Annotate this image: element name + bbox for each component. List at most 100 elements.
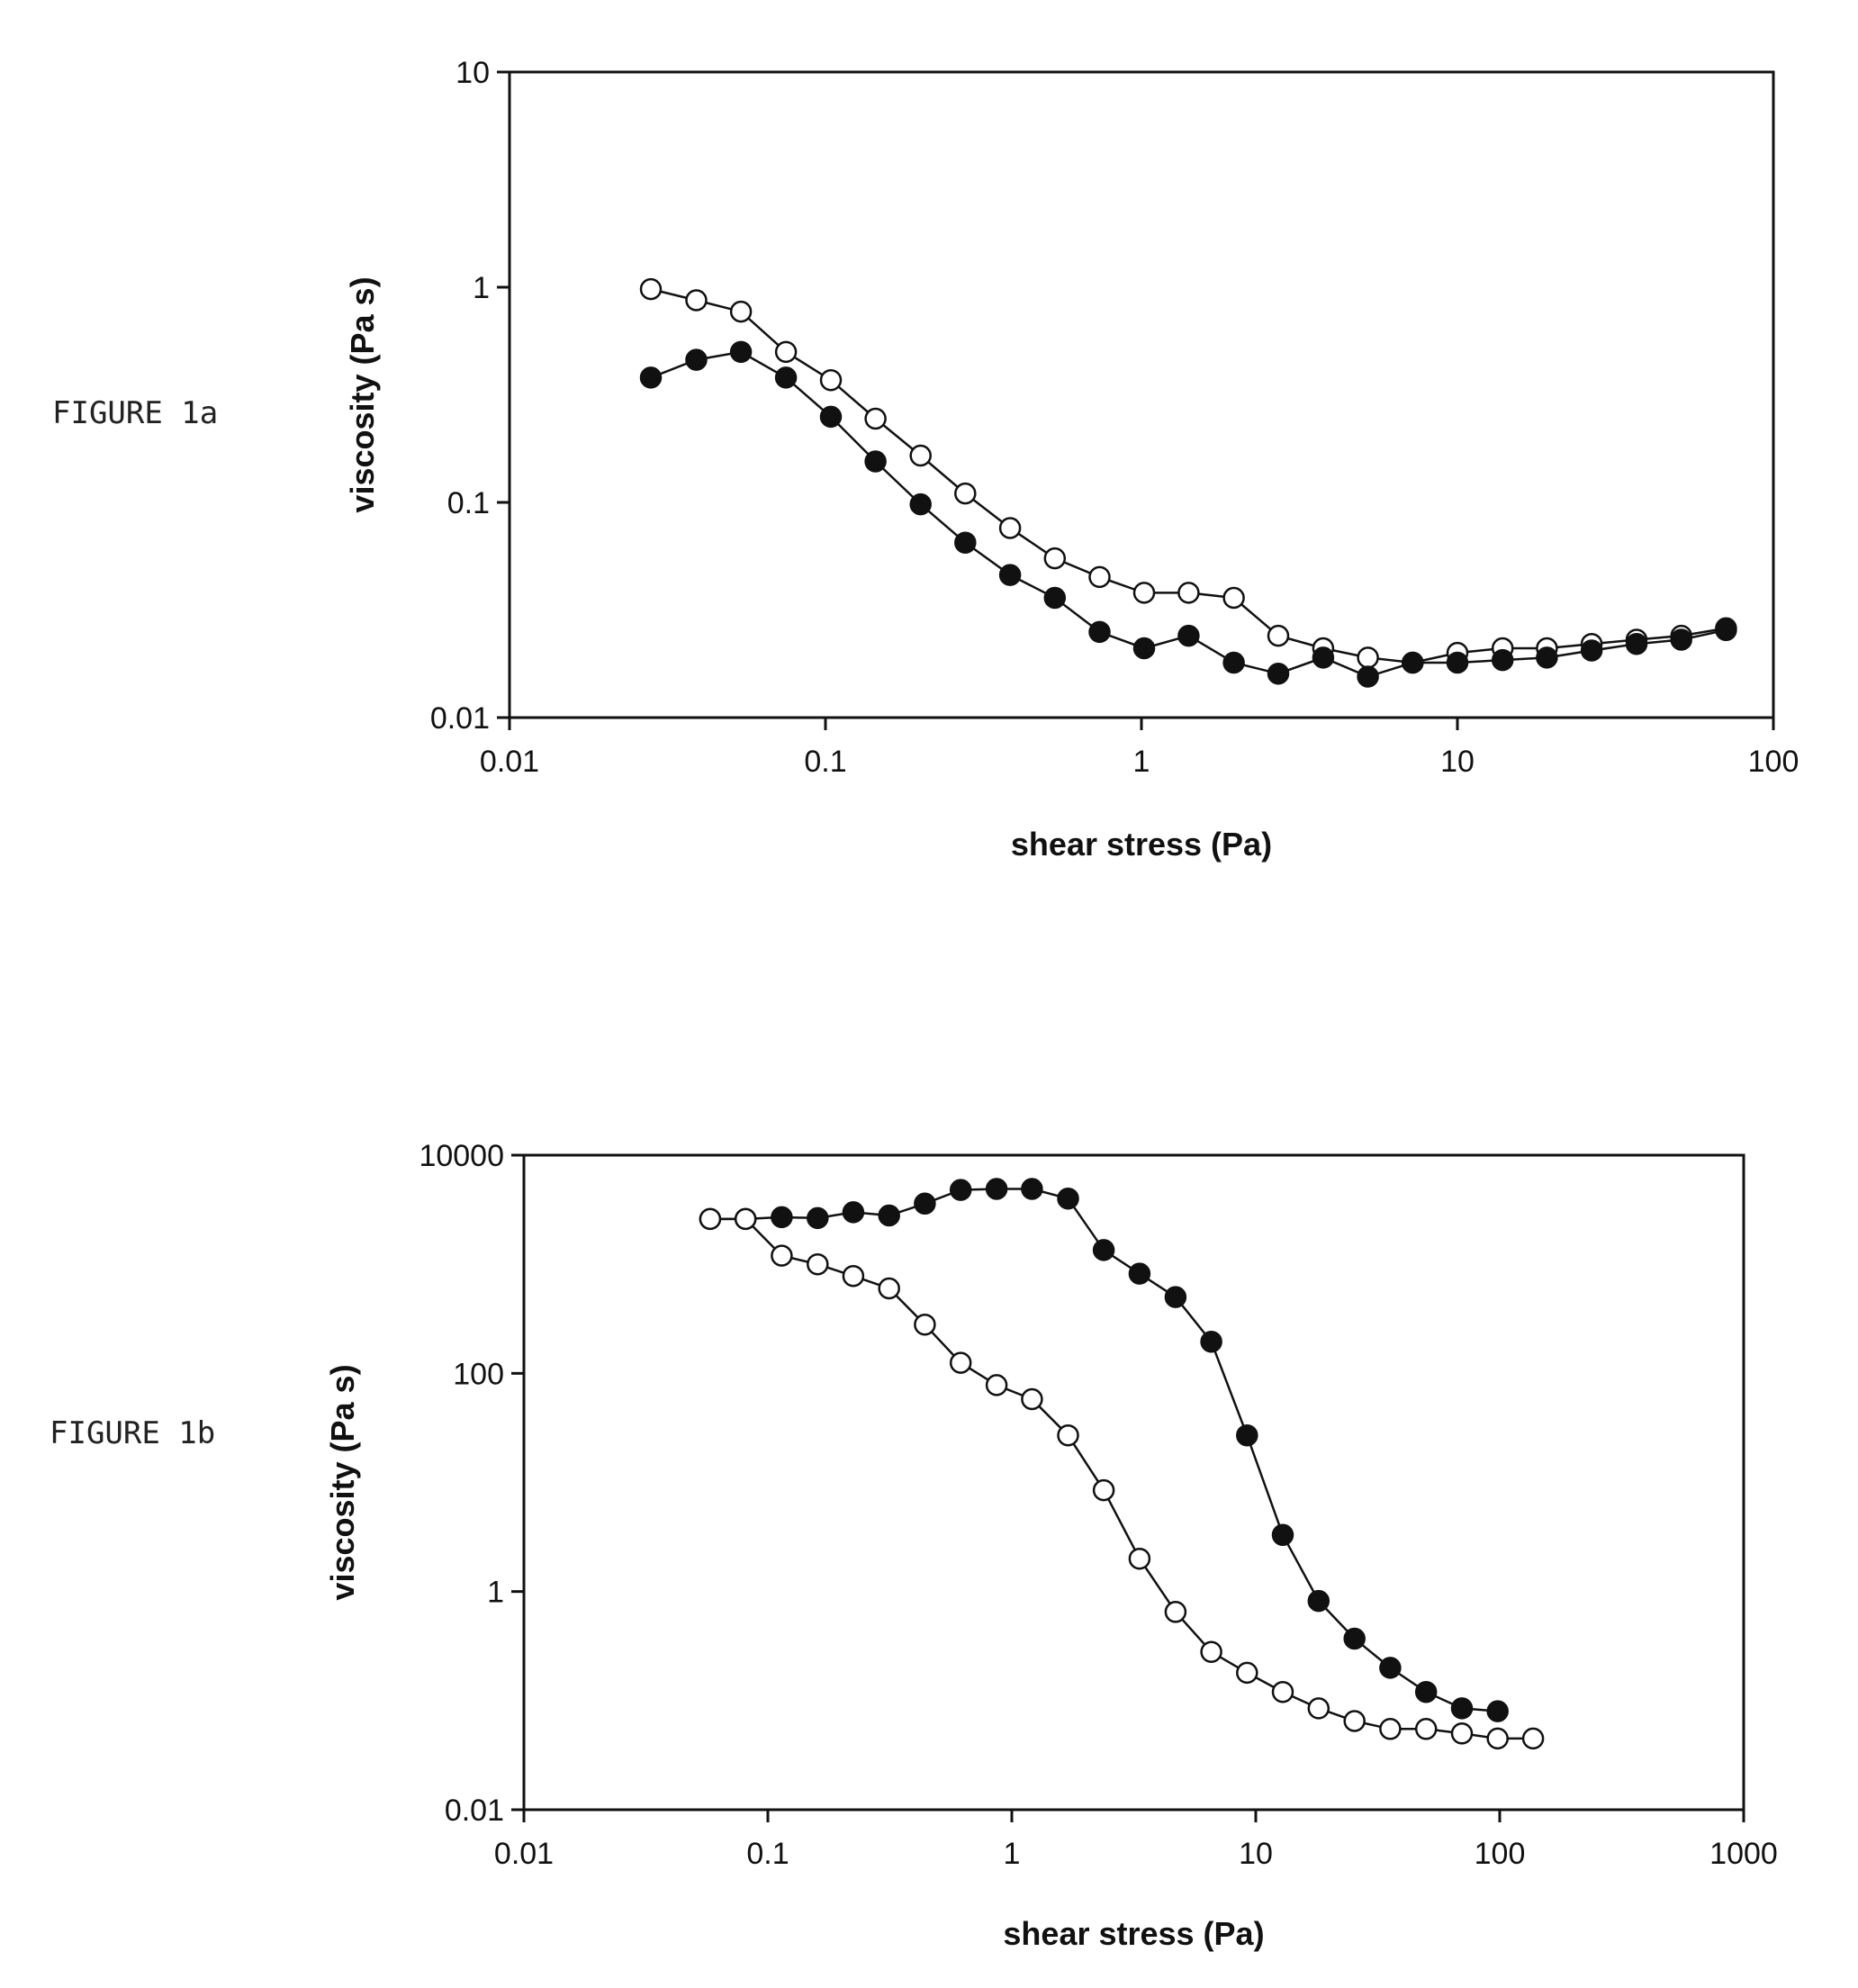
data-point-open — [1090, 567, 1110, 587]
data-point-filled — [1059, 1188, 1078, 1208]
data-point-open — [866, 409, 886, 429]
data-point-filled — [1094, 1240, 1114, 1260]
x-tick-label: 0.01 — [494, 1837, 554, 1871]
data-point-open — [731, 302, 751, 321]
data-point-filled — [1582, 641, 1601, 661]
y-tick-label: 0.01 — [445, 1794, 504, 1828]
data-point-open — [1045, 548, 1065, 568]
data-point-open — [843, 1266, 863, 1286]
data-point-open — [700, 1209, 720, 1229]
data-point-filled — [821, 407, 841, 427]
x-axis-title: shear stress (Pa) — [1003, 1915, 1264, 1952]
data-point-open — [1178, 583, 1198, 602]
data-point-filled — [879, 1206, 899, 1225]
data-point-open — [1202, 1642, 1222, 1662]
chart-figure-1b: FIGURE 1b 0.010.111010010000.01110010000… — [50, 1139, 1778, 1952]
data-point-filled — [1045, 588, 1065, 608]
data-point-open — [776, 342, 796, 362]
data-point-open — [1224, 588, 1244, 608]
figure-1a-label: FIGURE 1a — [52, 395, 218, 431]
data-point-filled — [1716, 620, 1736, 640]
data-point-filled — [1000, 565, 1020, 585]
y-tick-label: 10000 — [419, 1139, 504, 1173]
data-point-open — [1166, 1602, 1186, 1622]
data-point-open — [911, 446, 931, 465]
data-point-filled — [1178, 626, 1198, 646]
data-point-open — [951, 1353, 970, 1373]
plot-frame — [510, 72, 1773, 718]
x-tick-label: 1 — [1133, 745, 1150, 779]
data-point-filled — [1627, 634, 1646, 654]
data-point-open — [1309, 1698, 1329, 1718]
data-point-open — [1237, 1663, 1257, 1683]
data-point-filled — [1403, 653, 1422, 673]
data-point-filled — [1537, 647, 1556, 667]
data-point-filled — [1309, 1591, 1329, 1611]
data-point-filled — [843, 1202, 863, 1222]
data-point-open — [1452, 1723, 1472, 1743]
data-point-open — [641, 279, 661, 299]
x-tick-label: 100 — [1475, 1837, 1526, 1871]
data-point-open — [879, 1279, 899, 1298]
plot-frame — [524, 1155, 1744, 1810]
data-point-filled — [1493, 650, 1512, 670]
data-point-filled — [1202, 1332, 1222, 1351]
data-point-filled — [1090, 622, 1110, 642]
y-tick-label: 1 — [473, 271, 490, 305]
data-point-open — [955, 483, 975, 503]
y-axis-title: viscosity (Pa s) — [344, 276, 381, 512]
data-point-filled — [641, 367, 661, 387]
x-tick-label: 0.01 — [480, 745, 539, 779]
data-point-open — [687, 291, 707, 311]
data-point-open — [1059, 1425, 1078, 1445]
data-point-open — [1358, 647, 1378, 667]
y-tick-label: 10 — [455, 56, 490, 90]
data-point-filled — [1358, 667, 1378, 687]
x-tick-label: 1 — [1004, 1837, 1021, 1871]
data-point-filled — [1672, 630, 1691, 650]
data-point-open — [1130, 1549, 1150, 1568]
x-tick-label: 10 — [1440, 745, 1475, 779]
data-point-open — [1134, 583, 1154, 602]
y-axis-title: viscosity (Pa s) — [324, 1364, 361, 1600]
data-point-filled — [866, 452, 886, 472]
data-point-open — [915, 1315, 934, 1334]
data-point-filled — [1166, 1288, 1186, 1307]
data-point-open — [1022, 1389, 1042, 1409]
data-point-open — [1380, 1719, 1400, 1739]
series-open-line — [710, 1219, 1533, 1739]
data-point-filled — [1268, 664, 1288, 683]
data-point-filled — [987, 1179, 1006, 1199]
x-tick-label: 0.1 — [746, 1837, 789, 1871]
chart-figure-1a: FIGURE 1a 0.010.11101000.010.1110shear s… — [52, 56, 1799, 863]
data-point-open — [1000, 519, 1020, 538]
x-tick-label: 10 — [1239, 1837, 1273, 1871]
figure-1b-label: FIGURE 1b — [50, 1415, 215, 1451]
data-point-filled — [1237, 1425, 1257, 1445]
data-point-filled — [1273, 1525, 1293, 1545]
y-tick-label: 0.01 — [430, 701, 490, 736]
data-point-filled — [911, 494, 931, 514]
x-tick-label: 1000 — [1709, 1837, 1778, 1871]
y-tick-label: 0.1 — [447, 486, 490, 520]
data-point-open — [1345, 1712, 1365, 1731]
data-point-open — [1416, 1719, 1436, 1739]
data-point-filled — [955, 533, 975, 553]
data-point-open — [807, 1254, 827, 1274]
data-point-open — [1523, 1729, 1543, 1749]
data-point-filled — [771, 1207, 791, 1227]
data-point-filled — [731, 342, 751, 362]
data-point-filled — [687, 350, 707, 370]
data-point-filled — [807, 1208, 827, 1228]
data-point-open — [735, 1209, 755, 1229]
data-point-open — [1488, 1729, 1508, 1749]
x-tick-label: 100 — [1748, 745, 1799, 779]
data-point-open — [987, 1375, 1006, 1395]
y-tick-label: 1 — [487, 1576, 504, 1610]
data-point-open — [1268, 626, 1288, 646]
data-point-filled — [1452, 1698, 1472, 1718]
series-open-line — [651, 289, 1726, 663]
x-tick-label: 0.1 — [804, 745, 846, 779]
data-point-filled — [1130, 1264, 1150, 1284]
